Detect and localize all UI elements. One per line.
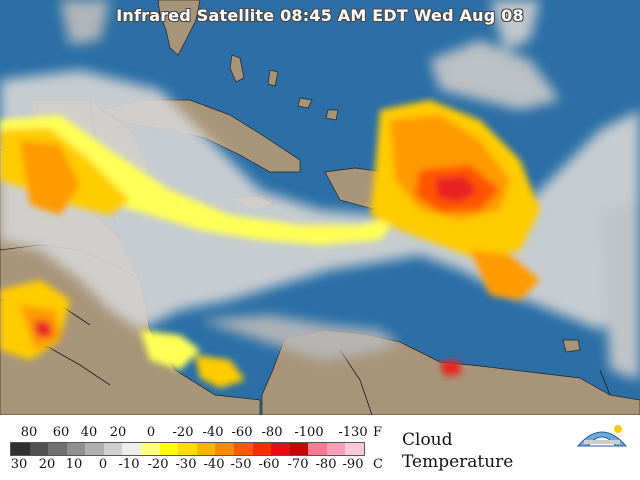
color-swatch <box>48 443 67 455</box>
bahamas-island-2 <box>267 69 279 87</box>
color-swatch <box>289 443 309 455</box>
color-swatch <box>252 443 272 455</box>
bahamas-island-4 <box>325 109 339 121</box>
color-swatch <box>11 443 30 455</box>
legend-panel: 80 60 40 20 0 -20 -40 -60 -80 -100 -130 … <box>0 415 640 480</box>
color-swatch <box>178 443 197 455</box>
color-swatch <box>271 443 290 455</box>
color-swatch <box>233 443 253 455</box>
lesser-antilles-trinidad <box>562 339 581 353</box>
c-label-6: -20 <box>147 457 169 472</box>
f-label-4: 20 <box>109 425 127 440</box>
cloud-layer <box>0 0 640 388</box>
color-swatch <box>159 443 179 455</box>
bahamas-island-1 <box>229 54 245 83</box>
c-label-1: 30 <box>10 457 28 472</box>
f-label-9: -80 <box>261 425 283 440</box>
color-swatch <box>326 443 346 455</box>
f-label-1: 80 <box>20 425 38 440</box>
color-swatch <box>141 443 160 455</box>
satellite-map <box>0 0 640 415</box>
c-label-9: -50 <box>230 457 252 472</box>
legend-title-line2: Temperature <box>402 452 514 472</box>
legend-title-line1: Cloud <box>402 430 453 450</box>
c-label-11: -70 <box>287 457 309 472</box>
c-label-5: -10 <box>118 457 140 472</box>
color-swatch <box>122 443 142 455</box>
color-swatch <box>103 443 123 455</box>
f-label-2: 60 <box>52 425 70 440</box>
f-label-3: 40 <box>80 425 98 440</box>
color-swatch <box>196 443 216 455</box>
c-label-10: -60 <box>258 457 280 472</box>
color-swatch <box>308 443 327 455</box>
fahrenheit-unit: F <box>373 425 383 440</box>
c-label-7: -30 <box>175 457 197 472</box>
f-label-11: -130 <box>338 425 368 440</box>
f-label-10: -100 <box>294 425 324 440</box>
c-label-3: 10 <box>65 457 83 472</box>
color-swatch <box>345 443 364 455</box>
color-swatch <box>66 443 86 455</box>
f-label-8: -60 <box>231 425 253 440</box>
c-label-12: -80 <box>315 457 337 472</box>
celsius-unit: C <box>373 457 383 472</box>
c-label-8: -40 <box>203 457 225 472</box>
c-label-13: -90 <box>342 457 364 472</box>
f-label-7: -40 <box>202 425 224 440</box>
florida <box>157 0 201 56</box>
bahamas-island-3 <box>297 97 313 109</box>
color-swatch <box>85 443 104 455</box>
f-label-5: 0 <box>146 425 156 440</box>
weather-logo-icon <box>576 425 628 447</box>
map-title: Infrared Satellite 08:45 AM EDT Wed Aug … <box>116 6 524 25</box>
temperature-color-bar <box>10 442 365 456</box>
color-swatch <box>29 443 49 455</box>
f-label-6: -20 <box>172 425 194 440</box>
color-swatch <box>215 443 234 455</box>
c-label-4: 0 <box>98 457 108 472</box>
c-label-2: 20 <box>38 457 56 472</box>
